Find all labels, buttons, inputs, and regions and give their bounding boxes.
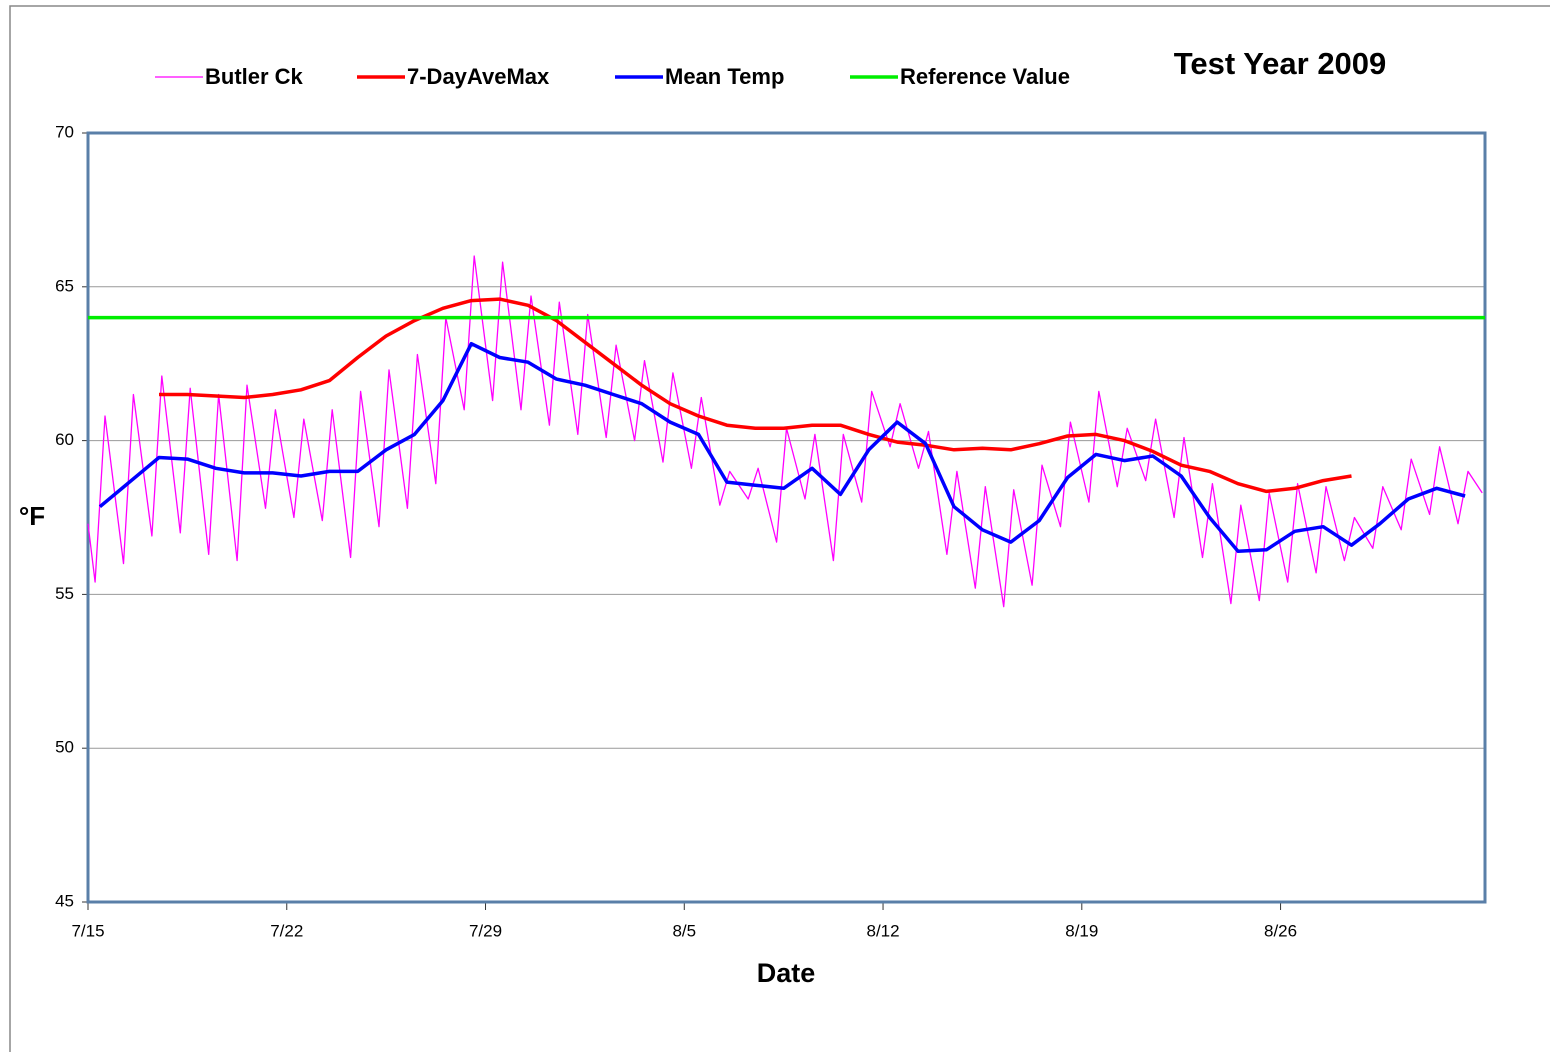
legend-label: Reference Value	[900, 64, 1070, 89]
chart-title: Test Year 2009	[1174, 46, 1387, 81]
series-line	[159, 297, 1352, 494]
series-line	[87, 255, 1483, 608]
x-axis-label: Date	[757, 958, 816, 988]
x-tick-label: 8/19	[1065, 921, 1098, 940]
y-tick-label: 45	[55, 891, 74, 910]
x-tick-label: 7/15	[71, 921, 104, 940]
x-tick-label: 8/12	[866, 921, 899, 940]
y-tick-label: 50	[55, 738, 74, 757]
x-tick-label: 8/5	[672, 921, 696, 940]
x-tick-label: 7/22	[270, 921, 303, 940]
plot-border	[86, 131, 1487, 904]
y-tick-label: 60	[55, 430, 74, 449]
y-axis-label: °F	[19, 501, 45, 531]
legend-label: 7-DayAveMax	[407, 64, 550, 89]
x-tick-label: 7/29	[469, 921, 502, 940]
series-line	[98, 341, 1466, 554]
legend-label: Butler Ck	[205, 64, 304, 89]
y-tick-label: 65	[55, 276, 74, 295]
y-tick-label: 55	[55, 584, 74, 603]
y-tick-label: 70	[55, 122, 74, 141]
x-tick-label: 8/26	[1264, 921, 1297, 940]
legend-label: Mean Temp	[665, 64, 784, 89]
